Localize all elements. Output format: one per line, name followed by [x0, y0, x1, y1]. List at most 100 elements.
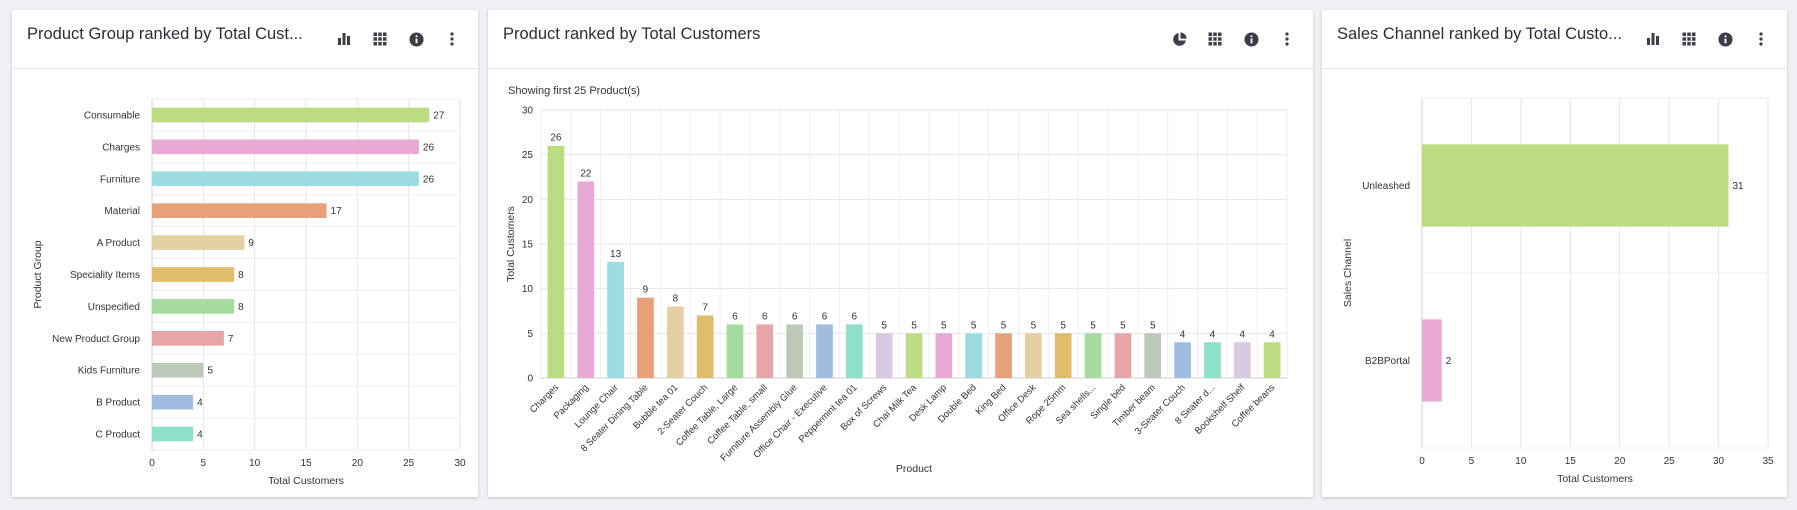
category-label: A Product: [97, 238, 141, 249]
info-icon: [408, 31, 424, 47]
data-label: 5: [971, 320, 977, 331]
data-label: 9: [248, 238, 254, 249]
chart-type-button[interactable]: [1161, 26, 1197, 52]
bar[interactable]: [577, 181, 595, 378]
bar[interactable]: [637, 297, 654, 378]
card-sales-channel: Sales Channel ranked by Total Custo... 0…: [1322, 10, 1787, 497]
more-options-button[interactable]: [434, 26, 470, 52]
card-header: Product ranked by Total Customers: [488, 10, 1313, 69]
data-label: 5: [881, 320, 887, 331]
bar[interactable]: [1084, 333, 1102, 378]
grid-icon: [1682, 32, 1696, 46]
more-vertical-icon: [1285, 32, 1289, 46]
bar[interactable]: [152, 139, 419, 155]
x-tick-label: 15: [300, 458, 312, 469]
category-label: B Product: [96, 398, 140, 409]
bar[interactable]: [965, 333, 983, 378]
bar[interactable]: [152, 235, 245, 250]
info-button[interactable]: [1233, 26, 1269, 52]
bar[interactable]: [786, 324, 803, 378]
table-view-button[interactable]: [1197, 26, 1233, 52]
data-label: 27: [433, 110, 445, 121]
bar[interactable]: [666, 306, 684, 378]
data-label: 4: [1180, 329, 1186, 340]
more-options-button[interactable]: [1269, 26, 1305, 52]
card-title: Product ranked by Total Customers: [503, 25, 761, 43]
pie-chart-icon: [1172, 31, 1187, 46]
bar[interactable]: [905, 333, 923, 378]
x-tick-label: 10: [1515, 456, 1527, 467]
bar[interactable]: [1144, 333, 1162, 378]
bar[interactable]: [1114, 333, 1132, 378]
card-toolbar: [1161, 26, 1305, 52]
card-header: Sales Channel ranked by Total Custo...: [1322, 10, 1787, 69]
y-axis-title: Total Customers: [505, 206, 517, 282]
card-title: Product Group ranked by Total Cust...: [27, 25, 303, 43]
more-vertical-icon: [1759, 32, 1763, 46]
x-tick-label: 0: [1419, 456, 1425, 467]
x-tick-label: 5: [201, 458, 207, 469]
info-icon: [1243, 31, 1259, 47]
data-label: 5: [1120, 320, 1126, 331]
bar[interactable]: [152, 107, 430, 123]
x-tick-label: 30: [454, 458, 466, 469]
bar[interactable]: [152, 267, 235, 282]
bar[interactable]: [152, 299, 235, 314]
data-label: 5: [1031, 320, 1037, 331]
y-tick-label: 0: [527, 374, 533, 385]
category-label: Unleashed: [1362, 181, 1410, 192]
bar[interactable]: [152, 362, 204, 378]
bar[interactable]: [152, 426, 194, 442]
bar[interactable]: [935, 333, 953, 378]
x-axis-title: Product: [896, 463, 932, 475]
bar-chart-icon: [338, 33, 350, 45]
bar[interactable]: [1025, 333, 1042, 378]
bar[interactable]: [1174, 342, 1191, 378]
bar[interactable]: [152, 203, 327, 219]
chart-type-button[interactable]: [1635, 26, 1671, 52]
bar[interactable]: [875, 333, 893, 378]
bar[interactable]: [152, 171, 419, 187]
data-label: 4: [197, 430, 203, 441]
table-view-button[interactable]: [1671, 26, 1707, 52]
bar[interactable]: [1422, 319, 1442, 402]
bar[interactable]: [152, 330, 224, 346]
bar[interactable]: [995, 333, 1012, 378]
bar[interactable]: [152, 394, 194, 410]
bar[interactable]: [816, 324, 833, 378]
bar[interactable]: [845, 324, 863, 378]
y-tick-label: 25: [522, 150, 534, 161]
bar[interactable]: [1204, 342, 1221, 378]
info-button[interactable]: [1707, 26, 1743, 52]
data-label: 6: [852, 311, 858, 322]
grid-icon: [373, 32, 387, 46]
bar[interactable]: [1054, 333, 1072, 378]
data-label: 4: [1239, 329, 1245, 340]
chart-type-button[interactable]: [326, 26, 362, 52]
x-tick-label: 10: [249, 458, 261, 469]
info-button[interactable]: [398, 26, 434, 52]
data-label: 26: [423, 174, 435, 185]
card-toolbar: [326, 26, 470, 52]
bar[interactable]: [1422, 144, 1729, 227]
data-label: 7: [702, 302, 708, 313]
category-label: Material: [104, 206, 140, 217]
data-label: 13: [610, 249, 622, 260]
bar[interactable]: [1233, 342, 1251, 378]
bar[interactable]: [726, 324, 744, 378]
chart-subtitle: Showing first 25 Product(s): [508, 85, 640, 97]
bar[interactable]: [547, 145, 565, 378]
data-label: 5: [1001, 320, 1007, 331]
bar[interactable]: [756, 324, 774, 378]
bar[interactable]: [607, 261, 624, 378]
data-label: 6: [822, 311, 828, 322]
grid-icon: [1208, 32, 1222, 46]
table-view-button[interactable]: [362, 26, 398, 52]
category-label: Kids Furniture: [78, 366, 141, 377]
bar[interactable]: [1263, 342, 1281, 378]
y-tick-label: 10: [522, 284, 534, 295]
category-label: Furniture: [100, 174, 140, 185]
more-options-button[interactable]: [1743, 26, 1779, 52]
data-label: 31: [1732, 181, 1744, 192]
bar[interactable]: [696, 315, 714, 378]
